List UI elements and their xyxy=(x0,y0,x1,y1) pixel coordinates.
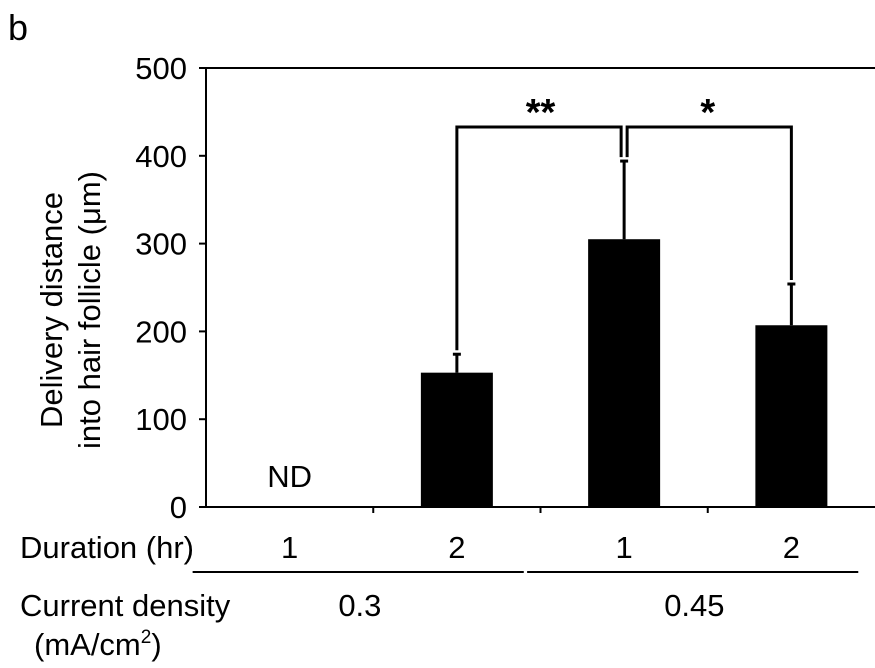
duration-label: 1 xyxy=(281,530,298,565)
panel-label: b xyxy=(8,7,28,48)
duration-labels: 1 2 1 2 xyxy=(281,530,800,565)
group-label: 0.3 xyxy=(338,588,381,623)
significance-label: * xyxy=(700,92,715,134)
group-labels: 0.3 0.45 xyxy=(338,588,724,623)
bar xyxy=(588,239,660,507)
group-label: 0.45 xyxy=(664,588,724,623)
y-axis-title: Delivery distance into hair follicle (μm… xyxy=(34,171,107,449)
y-tick-label: 0 xyxy=(170,490,187,525)
y-axis-title-line2: into hair follicle (μm) xyxy=(72,171,107,449)
duration-label: 1 xyxy=(616,530,633,565)
duration-label: 2 xyxy=(448,530,465,565)
y-tick-label: 300 xyxy=(135,227,187,262)
current-density-row-label: Current density xyxy=(20,588,231,623)
y-axis-title-line1: Delivery distance xyxy=(34,192,69,428)
y-tick-label: 500 xyxy=(135,51,187,86)
bar xyxy=(421,373,493,507)
y-tick-label: 400 xyxy=(135,139,187,174)
nd-label: ND xyxy=(267,459,312,494)
duration-row-label: Duration (hr) xyxy=(20,530,194,565)
bars: ND xyxy=(267,239,827,507)
y-tick-label: 200 xyxy=(135,314,187,349)
y-tick-label: 100 xyxy=(135,402,187,437)
significance-label: ** xyxy=(526,92,556,134)
duration-label: 2 xyxy=(783,530,800,565)
y-ticks: 0 100 200 300 400 500 xyxy=(135,51,206,525)
current-density-unit-label: (mA/cm2) xyxy=(34,627,162,662)
bar xyxy=(755,325,827,507)
